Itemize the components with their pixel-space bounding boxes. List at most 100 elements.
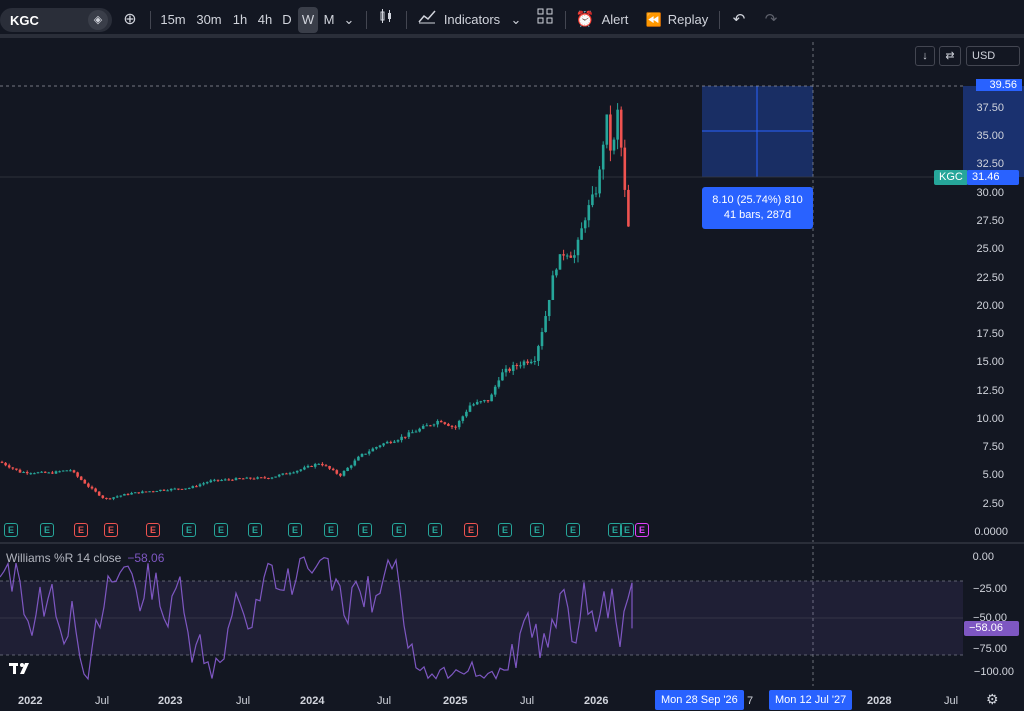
alert-button[interactable]: Alert	[601, 12, 629, 27]
interval-1h[interactable]: 1h	[232, 12, 248, 27]
arrow-down-icon[interactable]: ↓	[915, 46, 935, 66]
time-axis[interactable]: 2022 Jul 2023 Jul 2024 Jul 2025 Jul 2026…	[0, 686, 1024, 711]
measure-bars: 41 bars, 287d	[723, 209, 792, 221]
time-label: 2028	[867, 695, 892, 707]
earnings-marker[interactable]: E	[146, 523, 160, 537]
earnings-marker[interactable]: E	[392, 523, 406, 537]
candle-body	[533, 360, 537, 362]
earnings-marker[interactable]: E	[608, 523, 622, 537]
candle-body	[306, 465, 310, 468]
indicator-legend[interactable]: Williams %R 14 close −58.06	[6, 551, 164, 565]
candle-body	[213, 479, 216, 481]
price-chart[interactable]	[0, 42, 1024, 686]
candle-body	[25, 471, 29, 474]
earnings-marker[interactable]: E	[4, 523, 18, 537]
candle-body	[36, 472, 40, 474]
alarm-clock-icon[interactable]: ⏰	[575, 11, 595, 28]
candle-body	[148, 491, 151, 493]
candle-body	[421, 425, 425, 429]
candle-body	[94, 488, 97, 492]
candle-body	[47, 472, 51, 474]
interval-4h[interactable]: 4h	[257, 12, 273, 27]
earnings-marker[interactable]: E	[620, 523, 634, 537]
candle-body	[357, 456, 360, 461]
interval-30m[interactable]: 30m	[196, 12, 222, 27]
candle-body	[58, 471, 61, 473]
rewind-icon[interactable]: ⏪	[645, 12, 663, 27]
earnings-marker-upcoming[interactable]: E	[635, 523, 649, 537]
candle-body	[90, 486, 94, 489]
earnings-marker[interactable]: E	[324, 523, 338, 537]
diamond-icon[interactable]: ◈	[88, 10, 108, 30]
candle-body	[511, 364, 515, 371]
candle-body	[360, 453, 364, 457]
candle-body	[331, 468, 335, 471]
undo-icon[interactable]: ↶	[732, 11, 746, 28]
interval-d[interactable]: D	[282, 12, 292, 27]
price-axis-label: 27.50	[976, 215, 1004, 227]
earnings-marker[interactable]: E	[214, 523, 228, 537]
candle-body	[313, 464, 317, 467]
candle-body	[198, 484, 202, 487]
chevron-down-icon[interactable]: ⌄	[510, 12, 522, 27]
settings-gear-icon[interactable]: ⚙	[986, 691, 999, 707]
earnings-marker[interactable]: E	[288, 523, 302, 537]
earnings-marker[interactable]: E	[40, 523, 54, 537]
earnings-marker[interactable]: E	[74, 523, 88, 537]
price-axis-label: 17.50	[976, 328, 1004, 340]
candle-body	[551, 275, 555, 300]
earnings-marker[interactable]: E	[530, 523, 544, 537]
earnings-marker[interactable]: E	[358, 523, 372, 537]
currency-select[interactable]: USD	[966, 46, 1020, 66]
candle-body	[231, 479, 234, 481]
candle-body	[277, 474, 281, 477]
candle-body	[245, 477, 249, 479]
earnings-marker[interactable]: E	[498, 523, 512, 537]
replay-button[interactable]: Replay	[667, 12, 709, 27]
price-axis-label: 2.50	[982, 498, 1004, 510]
candle-body	[371, 448, 375, 452]
interval-w[interactable]: W	[298, 7, 318, 33]
chevron-down-icon[interactable]: ⌄	[343, 12, 355, 27]
candle-body	[108, 498, 112, 500]
candle-body	[252, 478, 256, 480]
symbol-search[interactable]: KGC ◈	[0, 8, 112, 32]
swap-icon[interactable]: ⇄	[939, 46, 961, 66]
time-label: 2026	[584, 695, 609, 707]
candle-body	[457, 420, 461, 428]
indicators-icon[interactable]	[416, 7, 438, 33]
candle-body	[69, 470, 72, 472]
candle-body	[569, 255, 573, 258]
candle-body	[598, 169, 601, 194]
price-axis-label: 30.00	[976, 187, 1004, 199]
candle-body	[403, 436, 407, 438]
candle-body	[0, 461, 4, 463]
candle-body	[407, 432, 411, 437]
top-toolbar: KGC ◈ ⊕ 15m 30m 1h 4h D W M ⌄ Indicators…	[0, 0, 1024, 38]
candle-body	[627, 189, 630, 227]
earnings-marker[interactable]: E	[104, 523, 118, 537]
add-symbol-icon[interactable]: ⊕	[123, 11, 137, 28]
candle-body	[493, 386, 497, 395]
candle-series	[0, 103, 630, 501]
interval-15m[interactable]: 15m	[160, 12, 186, 27]
earnings-marker[interactable]: E	[566, 523, 580, 537]
price-axis-label: 15.00	[976, 356, 1004, 368]
candles-icon[interactable]	[376, 7, 396, 33]
candle-body	[105, 497, 108, 499]
layout-grid-icon[interactable]	[535, 7, 555, 33]
earnings-marker[interactable]: E	[182, 523, 196, 537]
candle-body	[166, 490, 169, 492]
candle-body	[429, 425, 432, 427]
earnings-marker[interactable]: E	[248, 523, 262, 537]
candle-body	[144, 491, 148, 493]
redo-icon[interactable]: ↷	[764, 11, 778, 28]
candle-body	[454, 426, 457, 428]
indicators-button[interactable]: Indicators	[443, 12, 501, 27]
williams-r-line	[0, 556, 633, 681]
candle-body	[475, 402, 479, 405]
candle-body	[450, 425, 454, 427]
earnings-marker[interactable]: E	[464, 523, 478, 537]
interval-m[interactable]: M	[323, 12, 335, 27]
earnings-marker[interactable]: E	[428, 523, 442, 537]
